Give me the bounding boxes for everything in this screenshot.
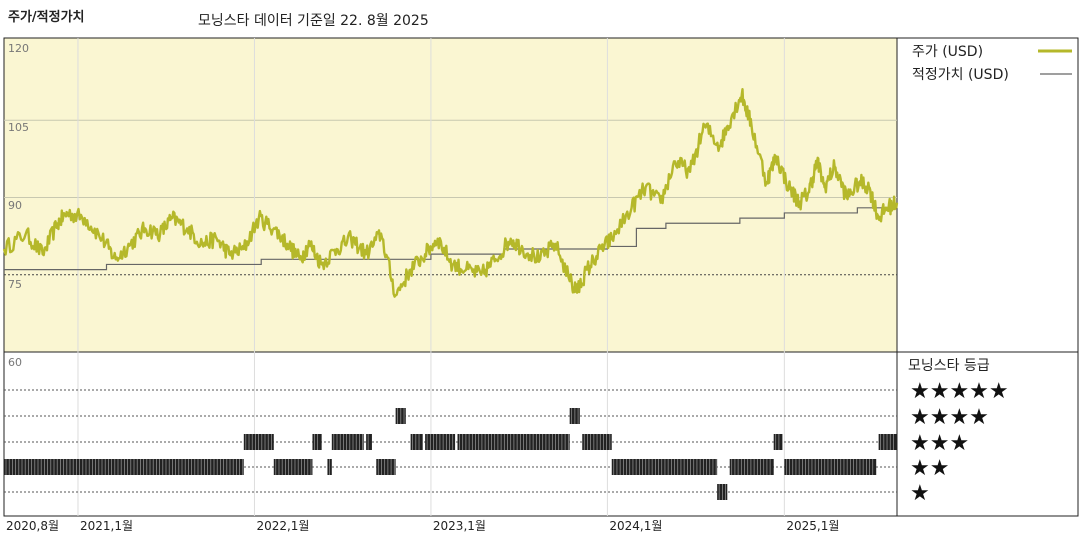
y-tick-label: 60 xyxy=(8,356,22,369)
chart-subtitle: 모닝스타 데이터 기준일 22. 8월 2025 xyxy=(198,13,429,29)
rating-star-row: ★★★ xyxy=(910,431,969,456)
rating-bar xyxy=(331,434,364,450)
rating-bar-fill xyxy=(784,459,877,475)
fair-value-line xyxy=(4,207,897,271)
legend-fair-label: 적정가치 (USD) xyxy=(912,67,1009,83)
x-tick-label: 2022,1월 xyxy=(256,519,309,533)
rating-bar-fill xyxy=(4,459,244,475)
rating-bar xyxy=(410,434,423,450)
rating-bar xyxy=(784,459,877,475)
rating-bar xyxy=(4,459,244,475)
rating-bar xyxy=(569,408,580,424)
rating-star-row: ★★ xyxy=(910,456,949,481)
rating-bar-fill xyxy=(410,434,423,450)
rating-bar xyxy=(395,408,406,424)
rating-star-legend: ★★★★★★★★★★★★★★★ xyxy=(910,379,1009,506)
rating-bar xyxy=(273,459,313,475)
axis-labels: 120 105 90 75 60 2020,8월 2021,1월 2022,1월 2023,1월… xyxy=(6,42,839,533)
rating-bar xyxy=(729,459,774,475)
rating-bar xyxy=(878,434,897,450)
rating-bar-fill xyxy=(611,459,718,475)
rating-bar-fill xyxy=(331,434,364,450)
rating-bar xyxy=(717,484,728,500)
y-tick-label: 120 xyxy=(8,42,29,55)
y-tick-label: 75 xyxy=(8,278,22,291)
rating-bar xyxy=(582,434,612,450)
rating-bar xyxy=(457,434,570,450)
price-series xyxy=(2,88,899,298)
rating-bar-fill xyxy=(366,434,372,450)
x-tick-label: 2025,1월 xyxy=(786,519,839,533)
price-plot-area xyxy=(4,38,897,352)
rating-bar-fill xyxy=(729,459,774,475)
rating-star-row: ★ xyxy=(910,481,930,506)
y-tick-label: 105 xyxy=(8,121,29,134)
rating-bar xyxy=(773,434,783,450)
rating-bar-fill xyxy=(273,459,313,475)
rating-bars xyxy=(4,408,897,500)
y-tick-label: 90 xyxy=(8,199,22,212)
rating-bar xyxy=(366,434,372,450)
grid-lines xyxy=(4,38,897,516)
rating-bar xyxy=(425,434,456,450)
rating-bar xyxy=(243,434,274,450)
rating-bar xyxy=(611,459,718,475)
rating-bar-fill xyxy=(773,434,783,450)
price-line xyxy=(2,88,899,298)
rating-bar-fill xyxy=(878,434,897,450)
x-tick-label: 2021,1월 xyxy=(80,519,133,533)
x-tick-label: 2024,1월 xyxy=(609,519,662,533)
fair-value-series xyxy=(4,207,897,271)
chart-frame xyxy=(3,37,1079,517)
rating-star-row: ★★★★ xyxy=(910,405,989,430)
rating-bar xyxy=(376,459,396,475)
x-tick-label: 2020,8월 xyxy=(6,519,59,533)
plot-background xyxy=(3,37,1079,517)
legend-price-label: 주가 (USD) xyxy=(912,44,983,60)
x-tick-label: 2023,1월 xyxy=(433,519,486,533)
legend-rating-title: 모닝스타 등급 xyxy=(908,358,990,374)
rating-star-row: ★★★★★ xyxy=(910,379,1009,404)
rating-bar-fill xyxy=(376,459,396,475)
rating-bar xyxy=(327,459,332,475)
chart-title: 주가/적정가치 xyxy=(8,10,85,25)
rating-bar-fill xyxy=(312,434,322,450)
rating-bar xyxy=(312,434,322,450)
